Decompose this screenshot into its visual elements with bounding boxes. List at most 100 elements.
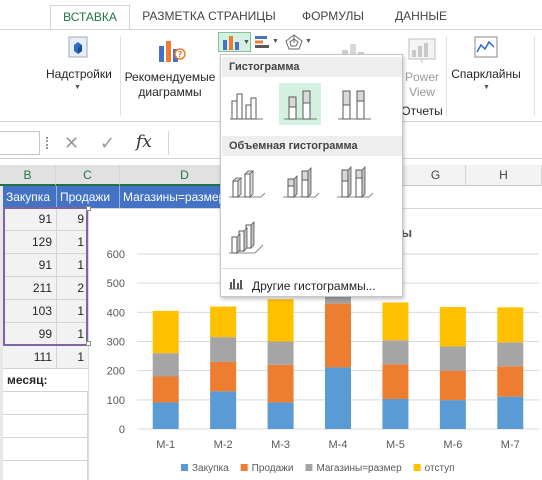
stacked-100-column-option[interactable] [333,83,375,125]
chevron-down-icon: ▼ [243,39,250,46]
bar-segment [210,337,237,362]
recommended-charts-button[interactable]: ? Рекомендуемые диаграммы [122,30,218,110]
gallery-separator [222,268,402,269]
sparklines-icon [474,36,498,58]
x-tick-label: М-2 [214,439,233,451]
empty-cell[interactable] [3,415,88,438]
tab-data[interactable]: ДАННЫЕ [394,9,448,23]
sparklines-button[interactable]: Спарклайны ▼ [448,30,524,102]
chart-resize-handle[interactable] [86,341,91,346]
chart-title[interactable]: ы [401,225,413,240]
gallery-section-3d-histogram: Объемная гистограмма [222,136,402,156]
legend-label: Закупка [192,463,229,474]
clustered-column-option[interactable] [225,83,267,125]
name-box[interactable] [0,131,40,155]
3d-clustered-column-option[interactable] [225,161,267,203]
legend-label: Магазины=размер [316,463,402,474]
x-tick-label: М-4 [329,439,348,451]
data-cell-prodazhi[interactable]: 1 [57,323,88,346]
clustered-column-icon [230,93,263,120]
bar-chart-button[interactable]: ▼ [254,32,280,52]
data-cell-prodazhi[interactable]: 1 [57,300,88,323]
empty-cell[interactable] [3,392,88,415]
data-cell-zakupka[interactable]: 111 [3,346,57,369]
data-cell-prodazhi[interactable]: 1 [57,254,88,277]
legend-swatch [181,464,188,471]
addins-label: Надстройки [46,67,112,81]
bar-segment [325,296,351,304]
chevron-down-icon: ▼ [483,84,490,91]
bar-segment [439,400,466,429]
column-header-g[interactable]: G [406,165,466,186]
bar-chart-icon [255,36,269,48]
legend-label: Продажи [252,463,294,474]
column-chart-button[interactable]: ▼ [218,32,251,52]
bar-segment [152,402,179,429]
enter-icon[interactable]: ✓ [100,133,116,153]
bar-segment [497,396,524,429]
power-view-icon [408,38,436,63]
chevron-down-icon: ▼ [305,38,312,45]
power-view-label-1: Power [404,70,439,84]
y-tick-label: 500 [107,278,125,290]
x-tick-label: М-5 [386,439,405,451]
tab-page-layout[interactable]: РАЗМЕТКА СТРАНИЦЫ [142,9,276,23]
empty-cell[interactable] [3,438,88,461]
data-cell-prodazhi[interactable]: 2 [57,277,88,300]
y-tick-label: 600 [107,249,125,261]
bar-segment [152,376,179,403]
power-view-button[interactable]: Power View [402,30,442,102]
3d-stacked-column-option[interactable] [279,161,321,203]
3d-stacked-100-column-option[interactable] [333,161,375,203]
legend-swatch [413,464,421,471]
sparklines-label: Спарклайны [451,67,521,81]
header-cell-prodazhi[interactable]: Продажи [57,186,120,209]
bar-segment [267,299,294,342]
data-cell-prodazhi[interactable]: 9 [57,208,88,231]
formula-bar-grip [46,137,49,149]
y-tick-label: 0 [119,424,125,436]
tab-formulas[interactable]: ФОРМУЛЫ [301,9,365,23]
data-cell-zakupka[interactable]: 103 [3,300,57,323]
more-column-charts-link[interactable]: Другие гистограммы... [252,279,376,293]
empty-cell[interactable] [3,461,88,480]
bar-segment [152,353,179,377]
ribbon-separator [120,36,121,116]
data-cell-zakupka[interactable]: 99 [3,323,57,346]
addins-button[interactable]: Надстройки ▼ [46,30,112,100]
data-cell-prodazhi[interactable]: 1 [57,346,88,369]
ribbon-separator [534,36,535,116]
bar-segment [210,306,237,338]
data-cell-zakupka[interactable]: 129 [3,231,57,254]
bar-segment [382,398,409,429]
3d-column-option[interactable] [225,215,267,257]
svg-text:?: ? [178,50,183,59]
stacked-column-chart[interactable]: 0 100 200 300 400 500 600 М-1 М-2 М-3 М-4 М-5 М-6 М-7… [88,208,542,480]
bar-segment [439,370,466,401]
header-cell-zakupka[interactable]: Закупка [3,186,57,209]
data-cell-prodazhi[interactable]: 1 [57,231,88,254]
data-cell-zakupka[interactable]: 91 [3,254,57,277]
chart-resize-handle[interactable] [86,206,91,211]
x-tick-label: М-6 [443,439,462,451]
bar-segment [382,340,409,365]
insert-function-icon[interactable]: fx [136,132,152,152]
bar-segment [439,307,466,347]
3d-stacked-100-column-icon [337,166,374,198]
3d-clustered-column-icon [229,170,266,198]
bar-segment [382,302,409,341]
x-tick-label: М-3 [271,439,290,451]
label-cell-month[interactable]: месяц: [3,369,88,392]
column-header-h[interactable]: H [466,165,542,186]
column-header-b[interactable]: B [0,165,56,186]
data-cell-zakupka[interactable]: 91 [3,208,57,231]
formula-input[interactable] [168,131,542,155]
stacked-100-column-icon [338,90,371,120]
stacked-column-option[interactable] [279,83,321,125]
column-header-f[interactable] [400,165,406,186]
radar-chart-button[interactable]: ▼ [284,32,312,52]
tab-insert[interactable]: ВСТАВКА [50,5,130,30]
data-cell-zakupka[interactable]: 211 [3,277,57,300]
column-header-c[interactable]: C [56,165,120,186]
cancel-icon[interactable]: ✕ [64,133,80,153]
